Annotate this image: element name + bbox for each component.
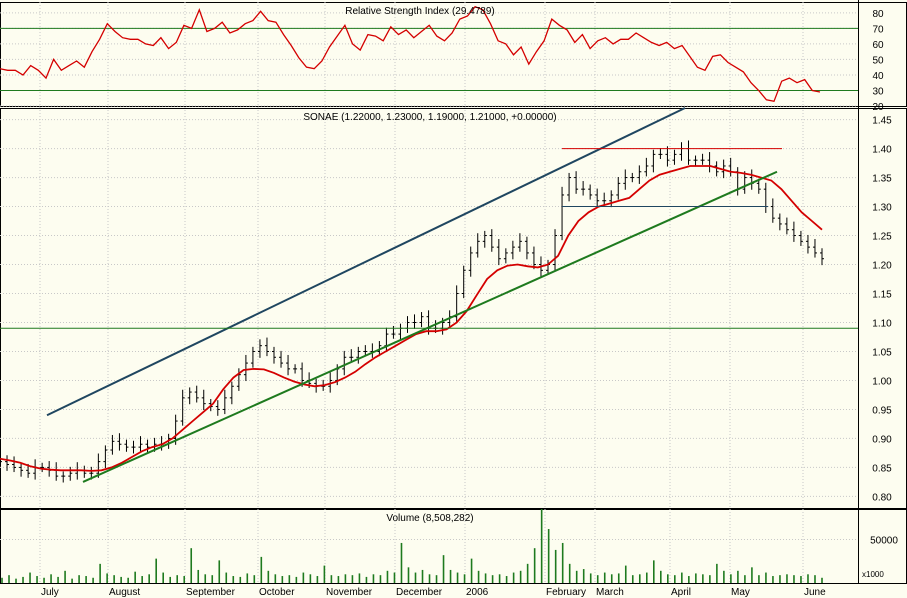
volume-panel-title: Volume (8,508,282) (386, 513, 473, 524)
price-y-tick-label: 0.80 (872, 492, 892, 503)
price-panel (0, 107, 858, 483)
x-tick-label: June (804, 587, 826, 598)
x-tick-label: March (596, 587, 624, 598)
price-y-tick-label: 1.20 (872, 261, 892, 272)
lower-trendline (82, 170, 778, 483)
price-frame (0, 108, 907, 509)
rsi-y-tick-label: 40 (872, 71, 884, 82)
x-tick-label: July (41, 587, 59, 598)
rsi-y-tick-label: 80 (872, 9, 884, 20)
x-tick-label: February (546, 587, 586, 598)
price-y-tick-label: 0.95 (872, 405, 892, 416)
x-tick-label: May (731, 587, 750, 598)
x-tick-label: September (186, 587, 236, 598)
price-y-tick-label: 1.10 (872, 318, 892, 329)
x-tick-label: August (109, 587, 140, 598)
axis-labels: July August September October November Decemb… (41, 9, 898, 598)
x-tick-label: December (396, 587, 443, 598)
price-y-tick-label: 1.45 (872, 116, 892, 127)
price-y-tick-label: 1.40 (872, 145, 892, 156)
price-y-tick-label: 0.90 (872, 434, 892, 445)
rsi-line (0, 5, 821, 103)
x-tick-label: 2006 (466, 587, 489, 598)
x-tick-label: April (671, 587, 691, 598)
x-tick-label: November (326, 587, 373, 598)
price-y-tick-label: 1.35 (872, 174, 892, 185)
upper-channel-line (46, 107, 686, 417)
price-y-tick-label: 1.15 (872, 290, 892, 301)
rsi-panel-title: Relative Strength Index (29.4789) (345, 6, 495, 17)
rsi-y-tick-label: 60 (872, 40, 884, 51)
rsi-y-tick-label: 70 (872, 24, 884, 35)
price-y-tick-label: 1.25 (872, 232, 892, 243)
volume-panel (1, 509, 823, 583)
volume-y-tick-label: 50000 (870, 535, 898, 546)
rsi-y-tick-label: 50 (872, 55, 884, 66)
price-y-tick-label: 1.00 (872, 376, 892, 387)
price-y-tick-label: 1.05 (872, 347, 892, 358)
price-y-tick-label: 1.30 (872, 203, 892, 214)
price-y-tick-label: 0.85 (872, 463, 892, 474)
price-panel-title: SONAE (1.22000, 1.23000, 1.19000, 1.2100… (303, 112, 556, 123)
rsi-y-tick-label: 30 (872, 86, 884, 97)
x-tick-label: October (259, 587, 295, 598)
moving-average-line (0, 165, 823, 472)
volume-unit-label: x1000 (862, 570, 884, 579)
rsi-y-tick-label: 20 (872, 102, 884, 113)
rsi-panel (0, 5, 858, 103)
grid-lines (0, 2, 858, 583)
